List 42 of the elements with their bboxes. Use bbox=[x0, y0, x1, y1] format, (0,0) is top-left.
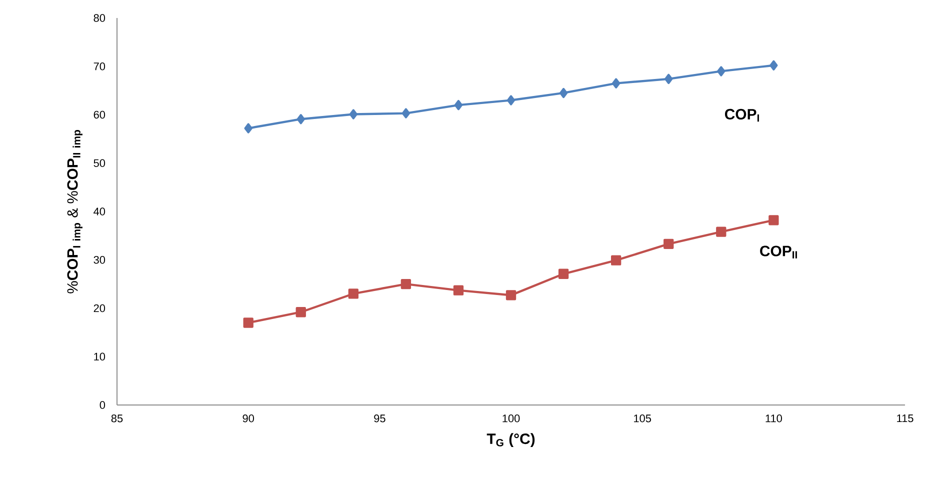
point bbox=[296, 114, 305, 124]
series-label: COP$_{II}$ bbox=[760, 246, 797, 258]
point bbox=[558, 268, 569, 279]
point bbox=[768, 215, 779, 226]
point bbox=[453, 285, 464, 296]
point bbox=[770, 60, 778, 70]
y-tick-label: 10 bbox=[94, 352, 106, 360]
x-tick-label: 95 bbox=[374, 414, 386, 422]
y-tick-label: 50 bbox=[94, 159, 106, 167]
x-tick-label: 85 bbox=[111, 414, 123, 422]
x-axis-title: T$_{G}$ (°C) bbox=[486, 433, 535, 448]
point bbox=[400, 278, 412, 290]
point bbox=[610, 255, 622, 266]
point bbox=[296, 307, 306, 318]
y-tick-label: 80 bbox=[94, 14, 106, 22]
x-tick-label: 100 bbox=[502, 414, 520, 422]
y-tick-label: 60 bbox=[94, 110, 106, 119]
point bbox=[506, 95, 516, 106]
y-tick-label: 70 bbox=[94, 62, 106, 70]
point bbox=[243, 318, 254, 328]
x-tick-label: 90 bbox=[242, 414, 254, 422]
point bbox=[664, 74, 673, 84]
y-tick-label: 20 bbox=[94, 304, 106, 312]
point bbox=[612, 78, 620, 88]
y-axis-title: $\mathbf{\%COP}_{\mathbf{I\ imp}}\ \mathbf{\&}\ \mathbf{\%COP}_{\mathbf{II\ imp}}$ bbox=[67, 130, 82, 294]
point bbox=[244, 123, 252, 134]
point bbox=[349, 109, 358, 120]
text: COP$_{I}$ bbox=[724, 108, 759, 122]
x-tick-label: 115 bbox=[897, 414, 914, 422]
point bbox=[454, 100, 463, 110]
point bbox=[402, 108, 410, 118]
point bbox=[664, 238, 674, 249]
point bbox=[506, 290, 516, 300]
point bbox=[716, 226, 726, 237]
point bbox=[348, 288, 358, 299]
y-tick-label: 0 bbox=[100, 401, 106, 409]
x-tick-label: 110 bbox=[766, 414, 782, 422]
y-tick-label: 40 bbox=[94, 208, 106, 216]
point bbox=[559, 88, 568, 98]
point bbox=[717, 66, 726, 76]
x-tick-label: 105 bbox=[634, 414, 652, 422]
y-tick-label: 30 bbox=[94, 256, 106, 264]
